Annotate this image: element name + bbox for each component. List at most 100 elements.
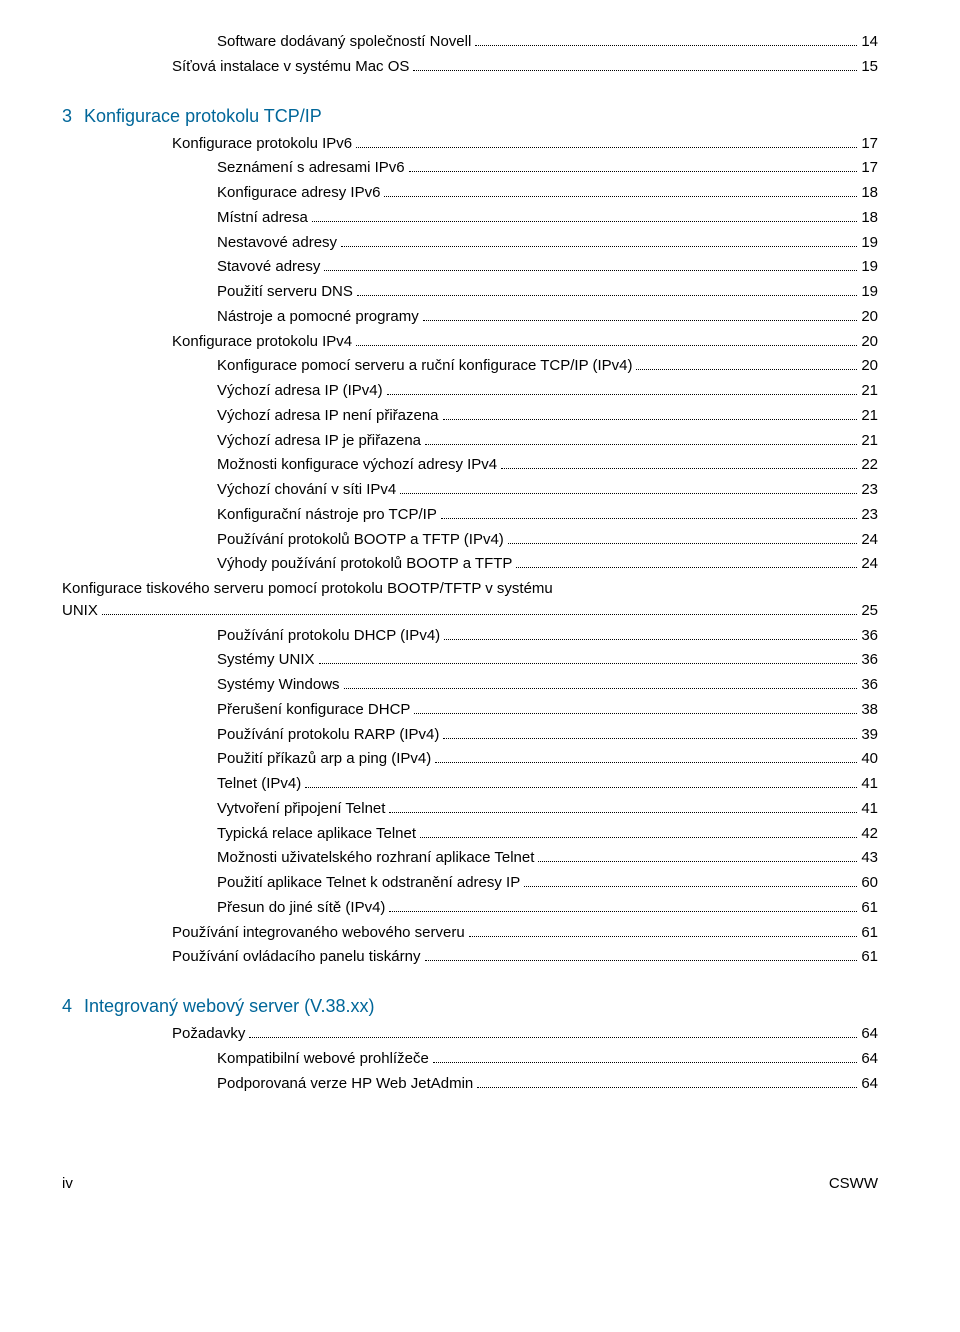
toc-label-cont: UNIX (62, 600, 98, 622)
toc-entry[interactable]: Výchozí adresa IP není přiřazena21 (217, 405, 878, 427)
toc-page-number: 36 (861, 649, 878, 671)
toc-leader (387, 394, 858, 395)
toc-page-number: 19 (861, 232, 878, 254)
toc-page-number: 20 (861, 331, 878, 353)
toc-label: Používání protokolu RARP (IPv4) (217, 724, 439, 746)
toc-page-number: 41 (861, 798, 878, 820)
toc-entry[interactable]: Síťová instalace v systému Mac OS15 (172, 56, 878, 78)
toc-entry[interactable]: Konfigurační nástroje pro TCP/IP 23 (217, 504, 878, 526)
toc-leader (389, 911, 857, 912)
toc-page-number: 19 (861, 281, 878, 303)
toc-entry[interactable]: Nestavové adresy 19 (217, 232, 878, 254)
toc-leader (435, 762, 857, 763)
toc-entry[interactable]: Výchozí adresa IP je přiřazena21 (217, 430, 878, 452)
toc-leader (409, 171, 858, 172)
toc-entry[interactable]: Systémy Windows36 (217, 674, 878, 696)
section-title: Konfigurace protokolu TCP/IP (84, 104, 322, 129)
toc-label: Použití příkazů arp a ping (IPv4) (217, 748, 431, 770)
toc-label: Systémy UNIX (217, 649, 315, 671)
toc-leader (425, 444, 857, 445)
toc-page-number: 61 (861, 922, 878, 944)
toc-label: Konfigurační nástroje pro TCP/IP (217, 504, 437, 526)
toc-entry[interactable]: Výchozí adresa IP (IPv4)21 (217, 380, 878, 402)
toc-entry[interactable]: Podporovaná verze HP Web JetAdmin64 (217, 1073, 878, 1095)
toc-entry[interactable]: Použití aplikace Telnet k odstranění adr… (217, 872, 878, 894)
toc-entry[interactable]: Přerušení konfigurace DHCP38 (217, 699, 878, 721)
toc-label: Přerušení konfigurace DHCP (217, 699, 410, 721)
toc-page-number: 43 (861, 847, 878, 869)
toc-entry[interactable]: Výhody používání protokolů BOOTP a TFTP2… (217, 553, 878, 575)
toc-page-number: 36 (861, 625, 878, 647)
toc-leader (384, 196, 857, 197)
toc-label: Konfigurace tiskového serveru pomocí pro… (62, 578, 878, 600)
toc-page-number: 19 (861, 256, 878, 278)
toc-leader (425, 960, 858, 961)
toc-entry[interactable]: Nástroje a pomocné programy 20 (217, 306, 878, 328)
toc-entry[interactable]: Použití serveru DNS19 (217, 281, 878, 303)
toc-entry[interactable]: Konfigurace protokolu IPv617 (172, 133, 878, 155)
toc-entry[interactable]: Konfigurace tiskového serveru pomocí pro… (62, 578, 878, 622)
toc-page-number: 23 (861, 504, 878, 526)
toc-entry[interactable]: Výchozí chování v síti IPv423 (217, 479, 878, 501)
toc-label: Používání protokolů BOOTP a TFTP (IPv4) (217, 529, 504, 551)
toc-label: Požadavky (172, 1023, 245, 1045)
toc-leader (420, 837, 857, 838)
toc-entry[interactable]: Seznámení s adresami IPv617 (217, 157, 878, 179)
toc-page-number: 20 (861, 306, 878, 328)
toc-entry[interactable]: Místní adresa18 (217, 207, 878, 229)
toc-entry[interactable]: Stavové adresy 19 (217, 256, 878, 278)
toc-page: Software dodávaný společností Novell14 Sí… (0, 0, 960, 1222)
toc-page-number: 61 (861, 897, 878, 919)
toc-entry[interactable]: Možnosti konfigurace výchozí adresy IPv4… (217, 454, 878, 476)
toc-leader (414, 713, 857, 714)
toc-entry[interactable]: Používání ovládacího panelu tiskárny61 (172, 946, 878, 968)
toc-label: Typická relace aplikace Telnet (217, 823, 416, 845)
toc-leader (356, 147, 857, 148)
toc-entry[interactable]: Kompatibilní webové prohlížeče64 (217, 1048, 878, 1070)
toc-leader (344, 688, 858, 689)
toc-leader (508, 543, 858, 544)
toc-entry[interactable]: Konfigurace pomocí serveru a ruční konfi… (217, 355, 878, 377)
toc-entry[interactable]: Typická relace aplikace Telnet42 (217, 823, 878, 845)
toc-page-number: 64 (861, 1048, 878, 1070)
toc-label: Přesun do jiné sítě (IPv4) (217, 897, 385, 919)
toc-entry[interactable]: Používání integrovaného webového serveru… (172, 922, 878, 944)
toc-entry[interactable]: Telnet (IPv4)41 (217, 773, 878, 795)
toc-leader (538, 861, 857, 862)
toc-label: Konfigurace protokolu IPv4 (172, 331, 352, 353)
toc-page-number: 21 (861, 405, 878, 427)
toc-label: Stavové adresy (217, 256, 320, 278)
toc-entry[interactable]: Možnosti uživatelského rozhraní aplikace… (217, 847, 878, 869)
toc-page-number: 17 (861, 157, 878, 179)
toc-label: Konfigurace adresy IPv6 (217, 182, 380, 204)
toc-entry[interactable]: Přesun do jiné sítě (IPv4) 61 (217, 897, 878, 919)
toc-leader (477, 1087, 857, 1088)
toc-leader (433, 1062, 858, 1063)
toc-label: Výchozí adresa IP je přiřazena (217, 430, 421, 452)
toc-page-number: 15 (861, 56, 878, 78)
section-number: 4 (62, 994, 84, 1019)
toc-leader (319, 663, 858, 664)
toc-leader (524, 886, 857, 887)
toc-page-number: 25 (861, 600, 878, 622)
toc-label: Nástroje a pomocné programy (217, 306, 419, 328)
toc-entry[interactable]: Konfigurace adresy IPv618 (217, 182, 878, 204)
toc-entry[interactable]: Používání protokolu DHCP (IPv4)36 (217, 625, 878, 647)
toc-label: Podporovaná verze HP Web JetAdmin (217, 1073, 473, 1095)
toc-entry[interactable]: Požadavky64 (172, 1023, 878, 1045)
toc-entry[interactable]: Software dodávaný společností Novell14 (217, 31, 878, 53)
toc-entry[interactable]: Konfigurace protokolu IPv4 20 (172, 331, 878, 353)
toc-entry[interactable]: Používání protokolu RARP (IPv4) 39 (217, 724, 878, 746)
toc-entry[interactable]: Systémy UNIX 36 (217, 649, 878, 671)
toc-leader (636, 369, 857, 370)
toc-entry[interactable]: Používání protokolů BOOTP a TFTP (IPv4)2… (217, 529, 878, 551)
toc-entry[interactable]: Použití příkazů arp a ping (IPv4)40 (217, 748, 878, 770)
toc-label: Možnosti uživatelského rozhraní aplikace… (217, 847, 534, 869)
toc-label: Nestavové adresy (217, 232, 337, 254)
toc-leader (356, 345, 857, 346)
toc-page-number: 39 (861, 724, 878, 746)
toc-entry[interactable]: Vytvoření připojení Telnet41 (217, 798, 878, 820)
toc-label: Systémy Windows (217, 674, 340, 696)
section-title: Integrovaný webový server (V.38.xx) (84, 994, 374, 1019)
toc-page-number: 61 (861, 946, 878, 968)
